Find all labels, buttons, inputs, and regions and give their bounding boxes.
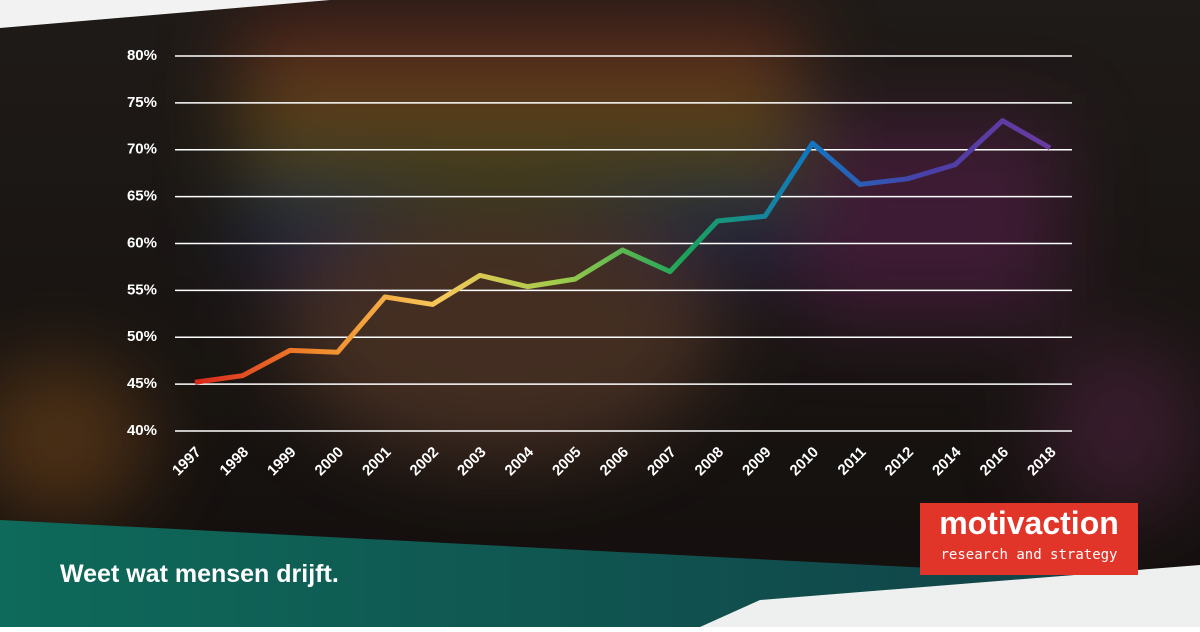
y-tick-label: 75% (127, 94, 157, 111)
logo-box (920, 503, 1138, 575)
logo-subtitle: research and strategy (940, 547, 1117, 563)
line (194, 118, 1052, 385)
y-tick-label: 80% (127, 47, 157, 64)
y-tick-label: 70% (127, 141, 157, 158)
y-tick-label: 45% (127, 375, 157, 392)
y-tick-label: 65% (127, 188, 157, 205)
y-tick-label: 50% (127, 328, 157, 345)
logo-name: motivaction (939, 505, 1119, 541)
y-tick-label: 60% (127, 234, 157, 251)
logo: motivaction research and strategy (920, 503, 1138, 575)
y-tick-label: 40% (127, 422, 157, 439)
y-tick-label: 55% (127, 281, 157, 298)
tagline: Weet wat mensen drijft. (60, 560, 339, 588)
